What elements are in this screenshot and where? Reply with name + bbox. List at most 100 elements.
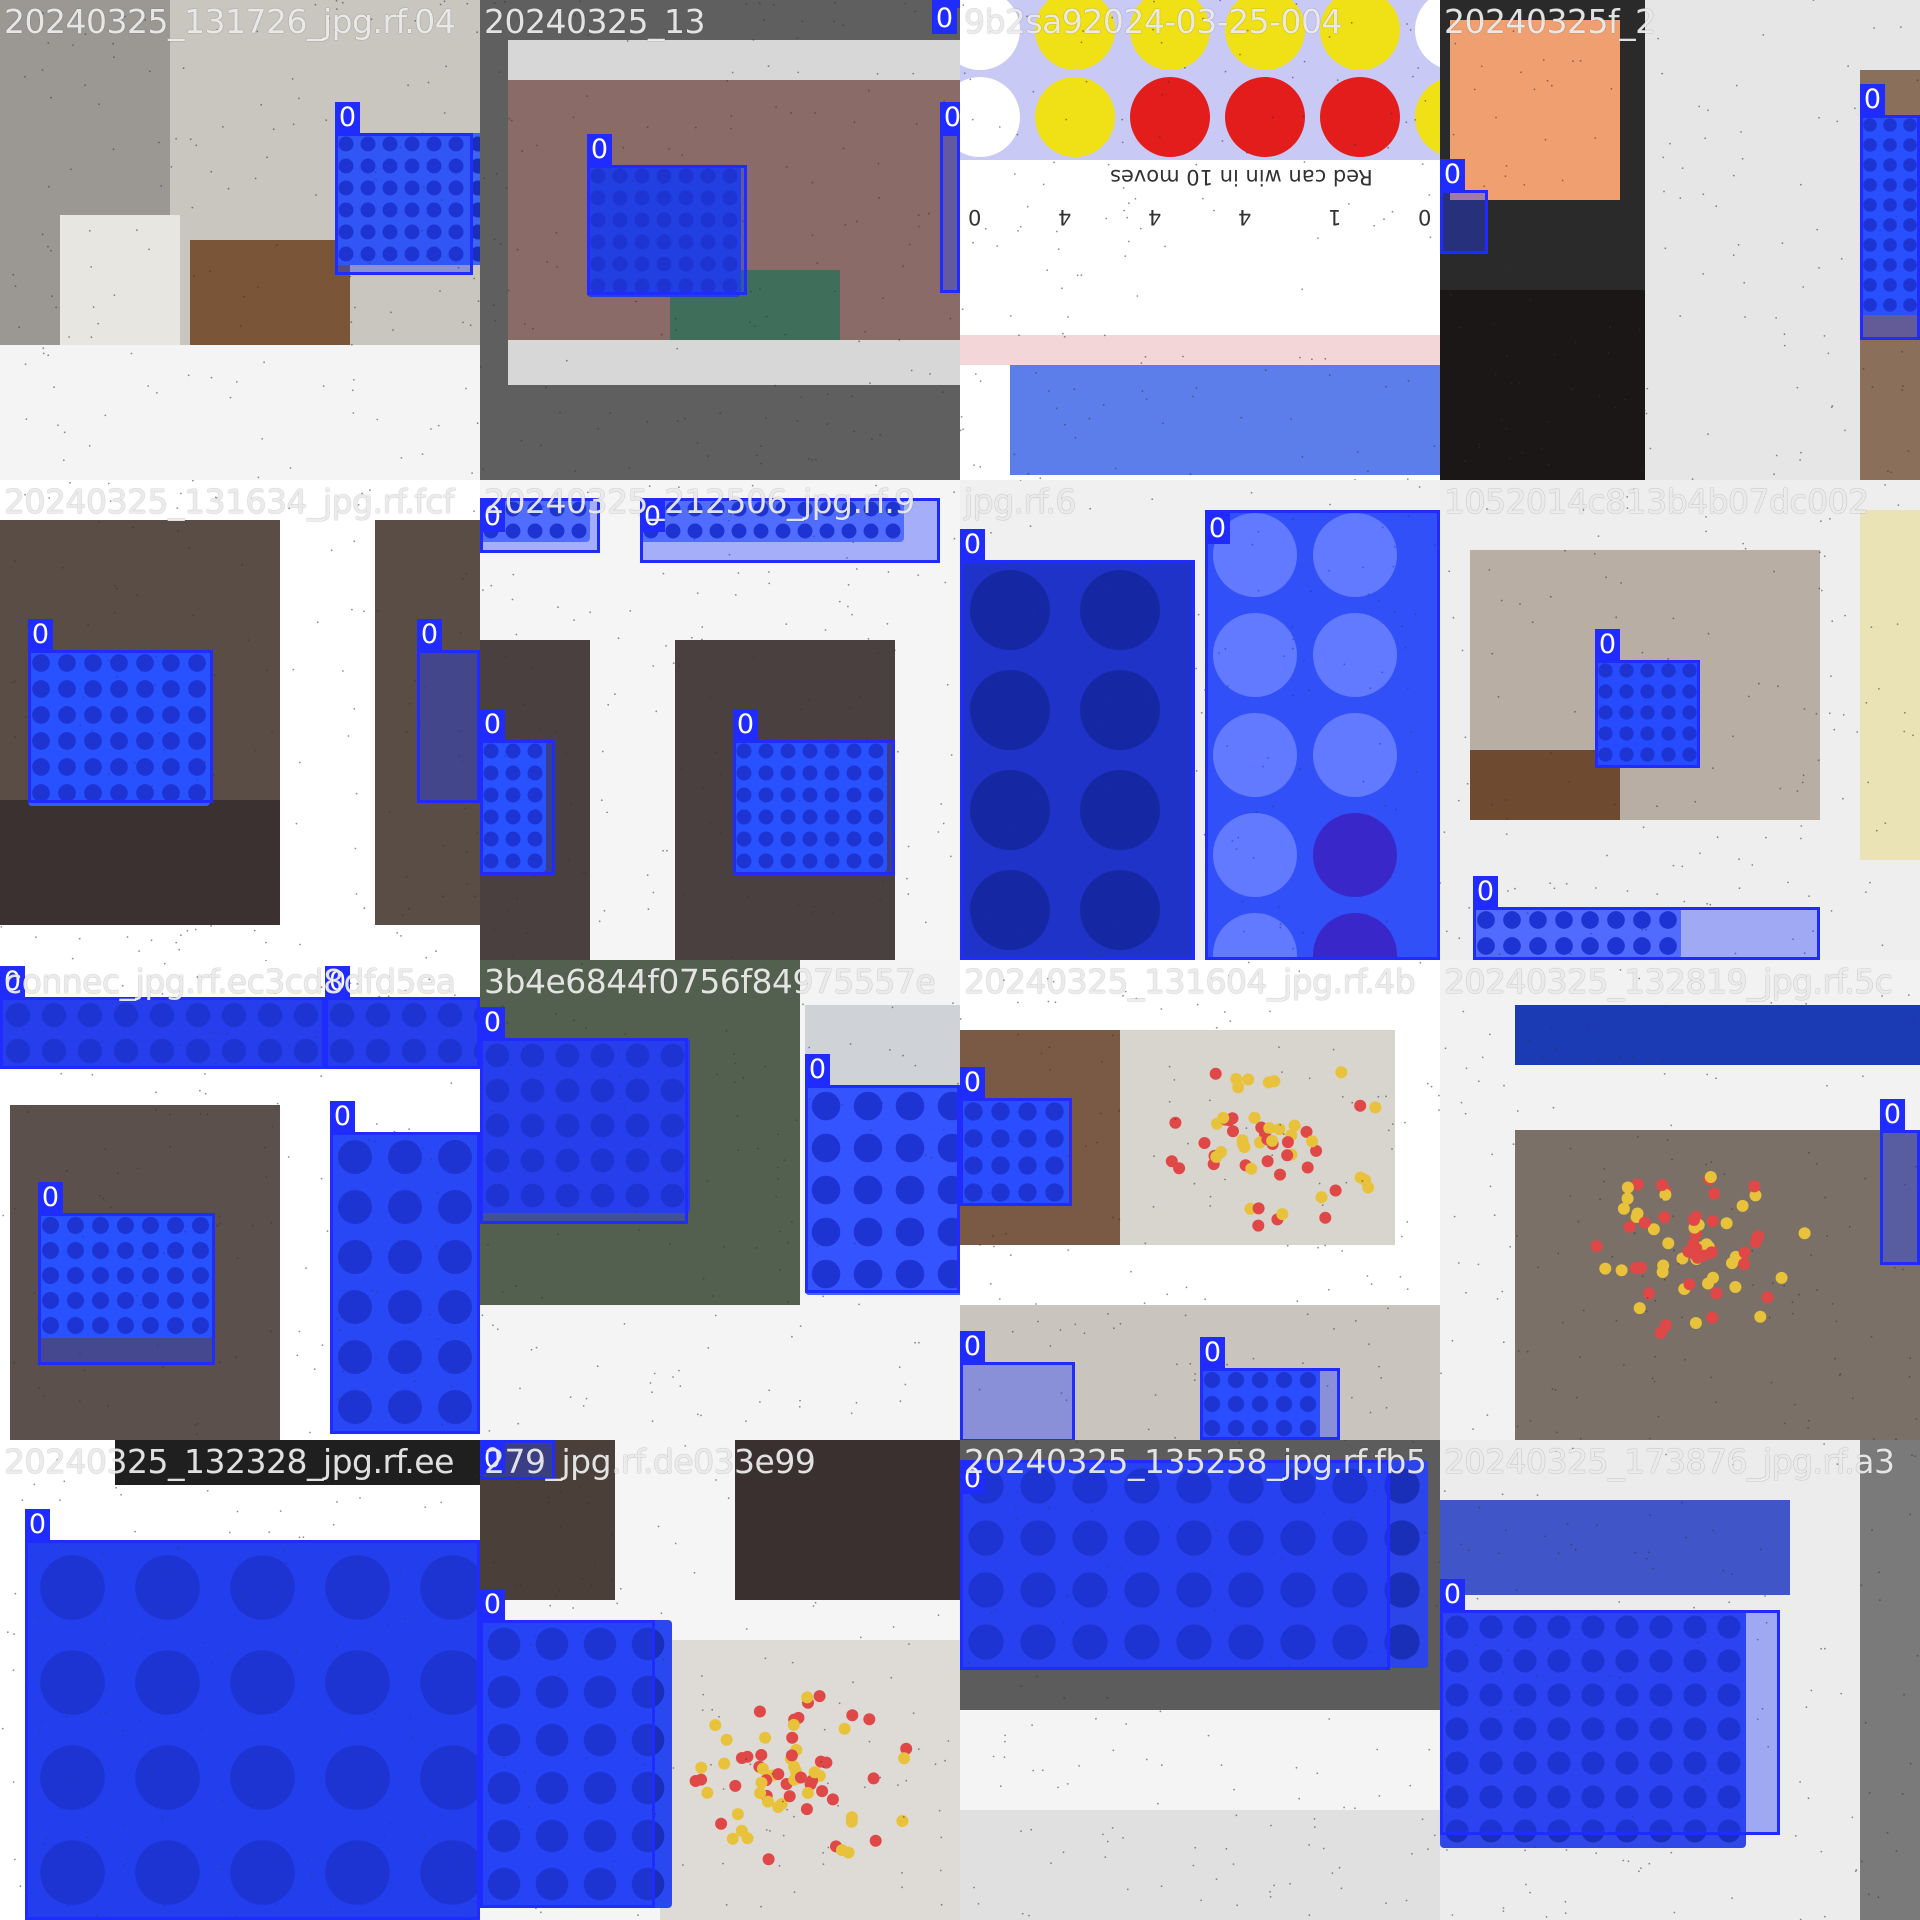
- class-label: 0: [940, 102, 960, 133]
- class-label: 0: [1595, 629, 1620, 660]
- class-label: 0: [28, 619, 53, 650]
- detection-box: 0: [1440, 159, 1488, 254]
- class-label: 0: [480, 1443, 505, 1474]
- detection-box: 0: [1440, 1579, 1780, 1835]
- detection-box: 0: [587, 134, 747, 295]
- mosaic-tile: 0 0 3b4e6844f0756f84975557e: [480, 960, 960, 1440]
- class-label: 0: [1440, 1579, 1465, 1610]
- detection-box: 0: [640, 498, 940, 563]
- game-caption: Red can win in 10 moves: [1110, 165, 1373, 189]
- tile-photo: [960, 480, 1440, 960]
- mosaic-tile: 0 20240325_173876_jpg.rf.a3: [1440, 1440, 1920, 1920]
- mosaic-tile: 0 0 jpg.rf.6: [960, 480, 1440, 960]
- class-label: 0: [417, 619, 442, 650]
- class-label: 0: [960, 1331, 985, 1362]
- mosaic-tile: 0 20240325_135258_jpg.rf.fb5: [960, 1440, 1440, 1920]
- tile-photo: [0, 480, 480, 960]
- mosaic-tile: 0 0 0 0 20240325_212506_jpg.rf.9: [480, 480, 960, 960]
- mosaic-tile: 0 0 0 20240325_131604_jpg.rf.4b: [960, 960, 1440, 1440]
- detection-box: 0: [25, 1509, 480, 1920]
- column-score: 4: [1238, 205, 1252, 229]
- mosaic-tile: 0 0 1052014c813b4b07dc002: [1440, 480, 1920, 960]
- tile-photo: [0, 0, 480, 479]
- class-label: 0: [960, 1067, 985, 1098]
- class-label: 0: [335, 102, 360, 133]
- detection-box: 0: [480, 498, 600, 553]
- class-label: 0: [1473, 876, 1498, 907]
- detection-box: 0: [0, 966, 325, 1069]
- class-label: 0: [640, 501, 665, 532]
- detection-box: 0: [960, 1067, 1072, 1206]
- class-label: 0: [805, 1054, 830, 1085]
- tile-photo: [480, 960, 960, 1440]
- tile-photo: [1440, 480, 1920, 960]
- mosaic-tile: 0 0 279_jpg.rf.de033e99: [480, 1440, 960, 1920]
- class-label: 0: [1880, 1099, 1905, 1130]
- class-label: 0: [0, 966, 25, 997]
- detection-box: 0: [28, 619, 213, 803]
- detection-box: 0: [1880, 1099, 1920, 1265]
- column-score: 1: [1328, 205, 1342, 229]
- detection-box: 0: [733, 709, 895, 875]
- class-label: 0: [1440, 159, 1465, 190]
- detection-box: 0: [1205, 510, 1440, 960]
- mosaic-tile: 0 0 0 0 connec_jpg.rf.ec3cd8dfd5ea: [0, 960, 480, 1440]
- tile-photo: [960, 1440, 1440, 1920]
- detection-box: 0: [480, 709, 555, 875]
- class-label: 0: [480, 501, 505, 532]
- tile-photo: [0, 1440, 480, 1920]
- detection-box: 0: [480, 1440, 555, 1480]
- detection-box: 0: [1595, 629, 1700, 768]
- detection-box: 0: [940, 102, 960, 293]
- detection-box: 0: [1200, 1337, 1340, 1440]
- tile-photo: [480, 0, 960, 480]
- mosaic-tile: 0 20240325_132819_jpg.rf.5c: [1440, 960, 1920, 1440]
- mosaic-tile: 0 20240325_132328_jpg.rf.ee: [0, 1440, 480, 1920]
- class-label: 0: [1200, 1337, 1225, 1368]
- detection-box: 0: [480, 1007, 688, 1224]
- detection-box: 0: [932, 0, 960, 34]
- class-label: 0: [733, 709, 758, 740]
- detection-box: 0: [335, 102, 473, 275]
- detection-box: 0: [480, 1589, 655, 1908]
- column-score: 4: [1148, 205, 1162, 229]
- tile-photo: [1440, 960, 1920, 1440]
- detection-box: 0: [1473, 876, 1820, 960]
- column-score: 4: [1058, 205, 1072, 229]
- class-label: 0: [587, 134, 612, 165]
- tile-photo: [1440, 1440, 1920, 1920]
- detection-box: 0: [960, 529, 1195, 960]
- tile-photo: [480, 1440, 960, 1920]
- detection-box: 0: [330, 1101, 480, 1434]
- class-label: 0: [480, 1589, 505, 1620]
- tile-photo: [960, 0, 1440, 480]
- class-label: 0: [1205, 513, 1230, 544]
- class-label: 0: [1860, 84, 1885, 115]
- class-label: 0: [960, 529, 985, 560]
- column-score: 0: [1418, 205, 1432, 229]
- mosaic-tile: Red can win in 10 moves 0 4 4 4 1 0 9b2sa92024-…: [960, 0, 1440, 480]
- class-label: 0: [330, 1101, 355, 1132]
- class-label: 0: [480, 709, 505, 740]
- tile-photo: [0, 960, 480, 1440]
- detection-box: 0: [960, 1331, 1075, 1440]
- detection-box: 0: [417, 619, 480, 803]
- mosaic-tile: 0 0 0 20240325_13: [480, 0, 960, 480]
- class-label: 0: [960, 1463, 985, 1494]
- detection-box: 0: [325, 966, 480, 1069]
- class-label: 0: [325, 966, 350, 997]
- detection-box: 0: [960, 1460, 1390, 1670]
- class-label: 0: [932, 3, 957, 34]
- detection-box: 0: [38, 1182, 215, 1365]
- detection-box: 0: [1860, 84, 1920, 340]
- detection-box: 0: [805, 1054, 960, 1293]
- class-label: 0: [480, 1007, 505, 1038]
- column-score: 0: [968, 205, 982, 229]
- mosaic-tile: 0 20240325_131726_jpg.rf.04: [0, 0, 480, 480]
- mosaic-tile: 0 0 20240325f_2: [1440, 0, 1920, 480]
- class-label: 0: [38, 1182, 63, 1213]
- class-label: 0: [25, 1509, 50, 1540]
- tile-photo: [1440, 0, 1920, 480]
- mosaic-tile: 0 0 20240325_131634_jpg.rf.fcf: [0, 480, 480, 960]
